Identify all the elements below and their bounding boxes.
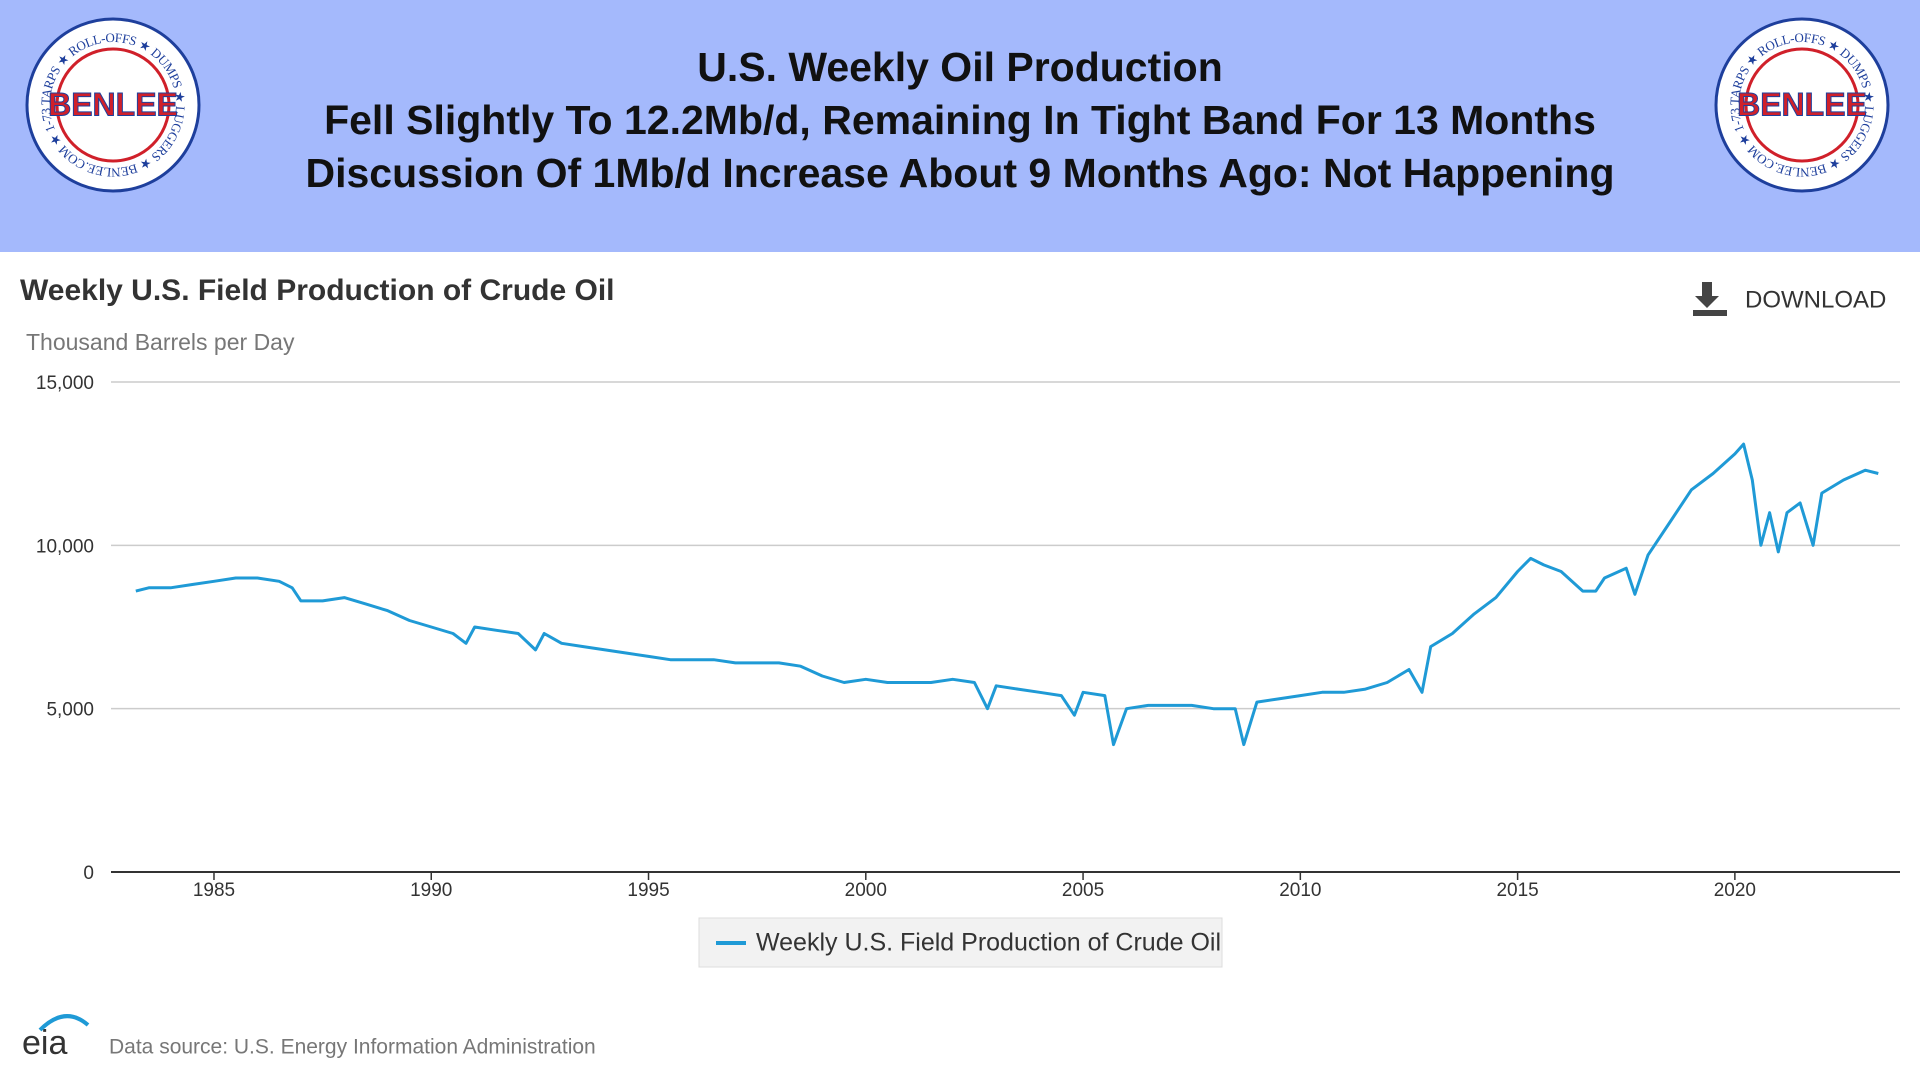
series-line: [135, 442, 1879, 747]
logo-inner: [55, 47, 171, 163]
y-axis-title: Thousand Barrels per Day: [26, 329, 295, 355]
logo-name: BENLEE: [1737, 86, 1867, 122]
x-tick-label: 1985: [193, 880, 235, 901]
x-tick-label: 2015: [1496, 880, 1538, 901]
x-tick-label: 2010: [1279, 880, 1321, 901]
y-tick-label: 0: [83, 863, 94, 884]
header-line: Fell Slightly To 12.2Mb/d, Remaining In …: [324, 97, 1596, 143]
x-tick-label: 2020: [1714, 880, 1756, 901]
header-line: Discussion Of 1Mb/d Increase About 9 Mon…: [305, 150, 1614, 196]
legend: Weekly U.S. Field Production of Crude Oi…: [698, 917, 1223, 968]
y-tick-label: 10,000: [36, 536, 94, 557]
x-tick-label: 1995: [627, 880, 669, 901]
logo-inner: [1744, 47, 1860, 163]
header-band: [0, 0, 1920, 252]
download-icon[interactable]: [1693, 282, 1727, 316]
y-tick-label: 5,000: [46, 700, 94, 721]
footer-brand: eia: [22, 1024, 67, 1062]
download-button[interactable]: DOWNLOAD: [1693, 282, 1886, 316]
y-tick-label: 15,000: [36, 373, 94, 394]
x-tick-label: 2000: [845, 880, 887, 901]
x-tick-label: 1990: [410, 880, 452, 901]
legend-box: [698, 917, 1223, 968]
chart-title: Weekly U.S. Field Production of Crude Oi…: [20, 274, 615, 307]
x-tick-label: 2005: [1062, 880, 1104, 901]
logo-name: BENLEE: [48, 86, 178, 122]
download-label[interactable]: DOWNLOAD: [1745, 286, 1886, 313]
header-line: U.S. Weekly Oil Production: [697, 44, 1223, 90]
legend-label: Weekly U.S. Field Production of Crude Oi…: [756, 929, 1221, 957]
footer-source: Data source: U.S. Energy Information Adm…: [109, 1036, 596, 1059]
brand-swoosh: [38, 1014, 90, 1032]
